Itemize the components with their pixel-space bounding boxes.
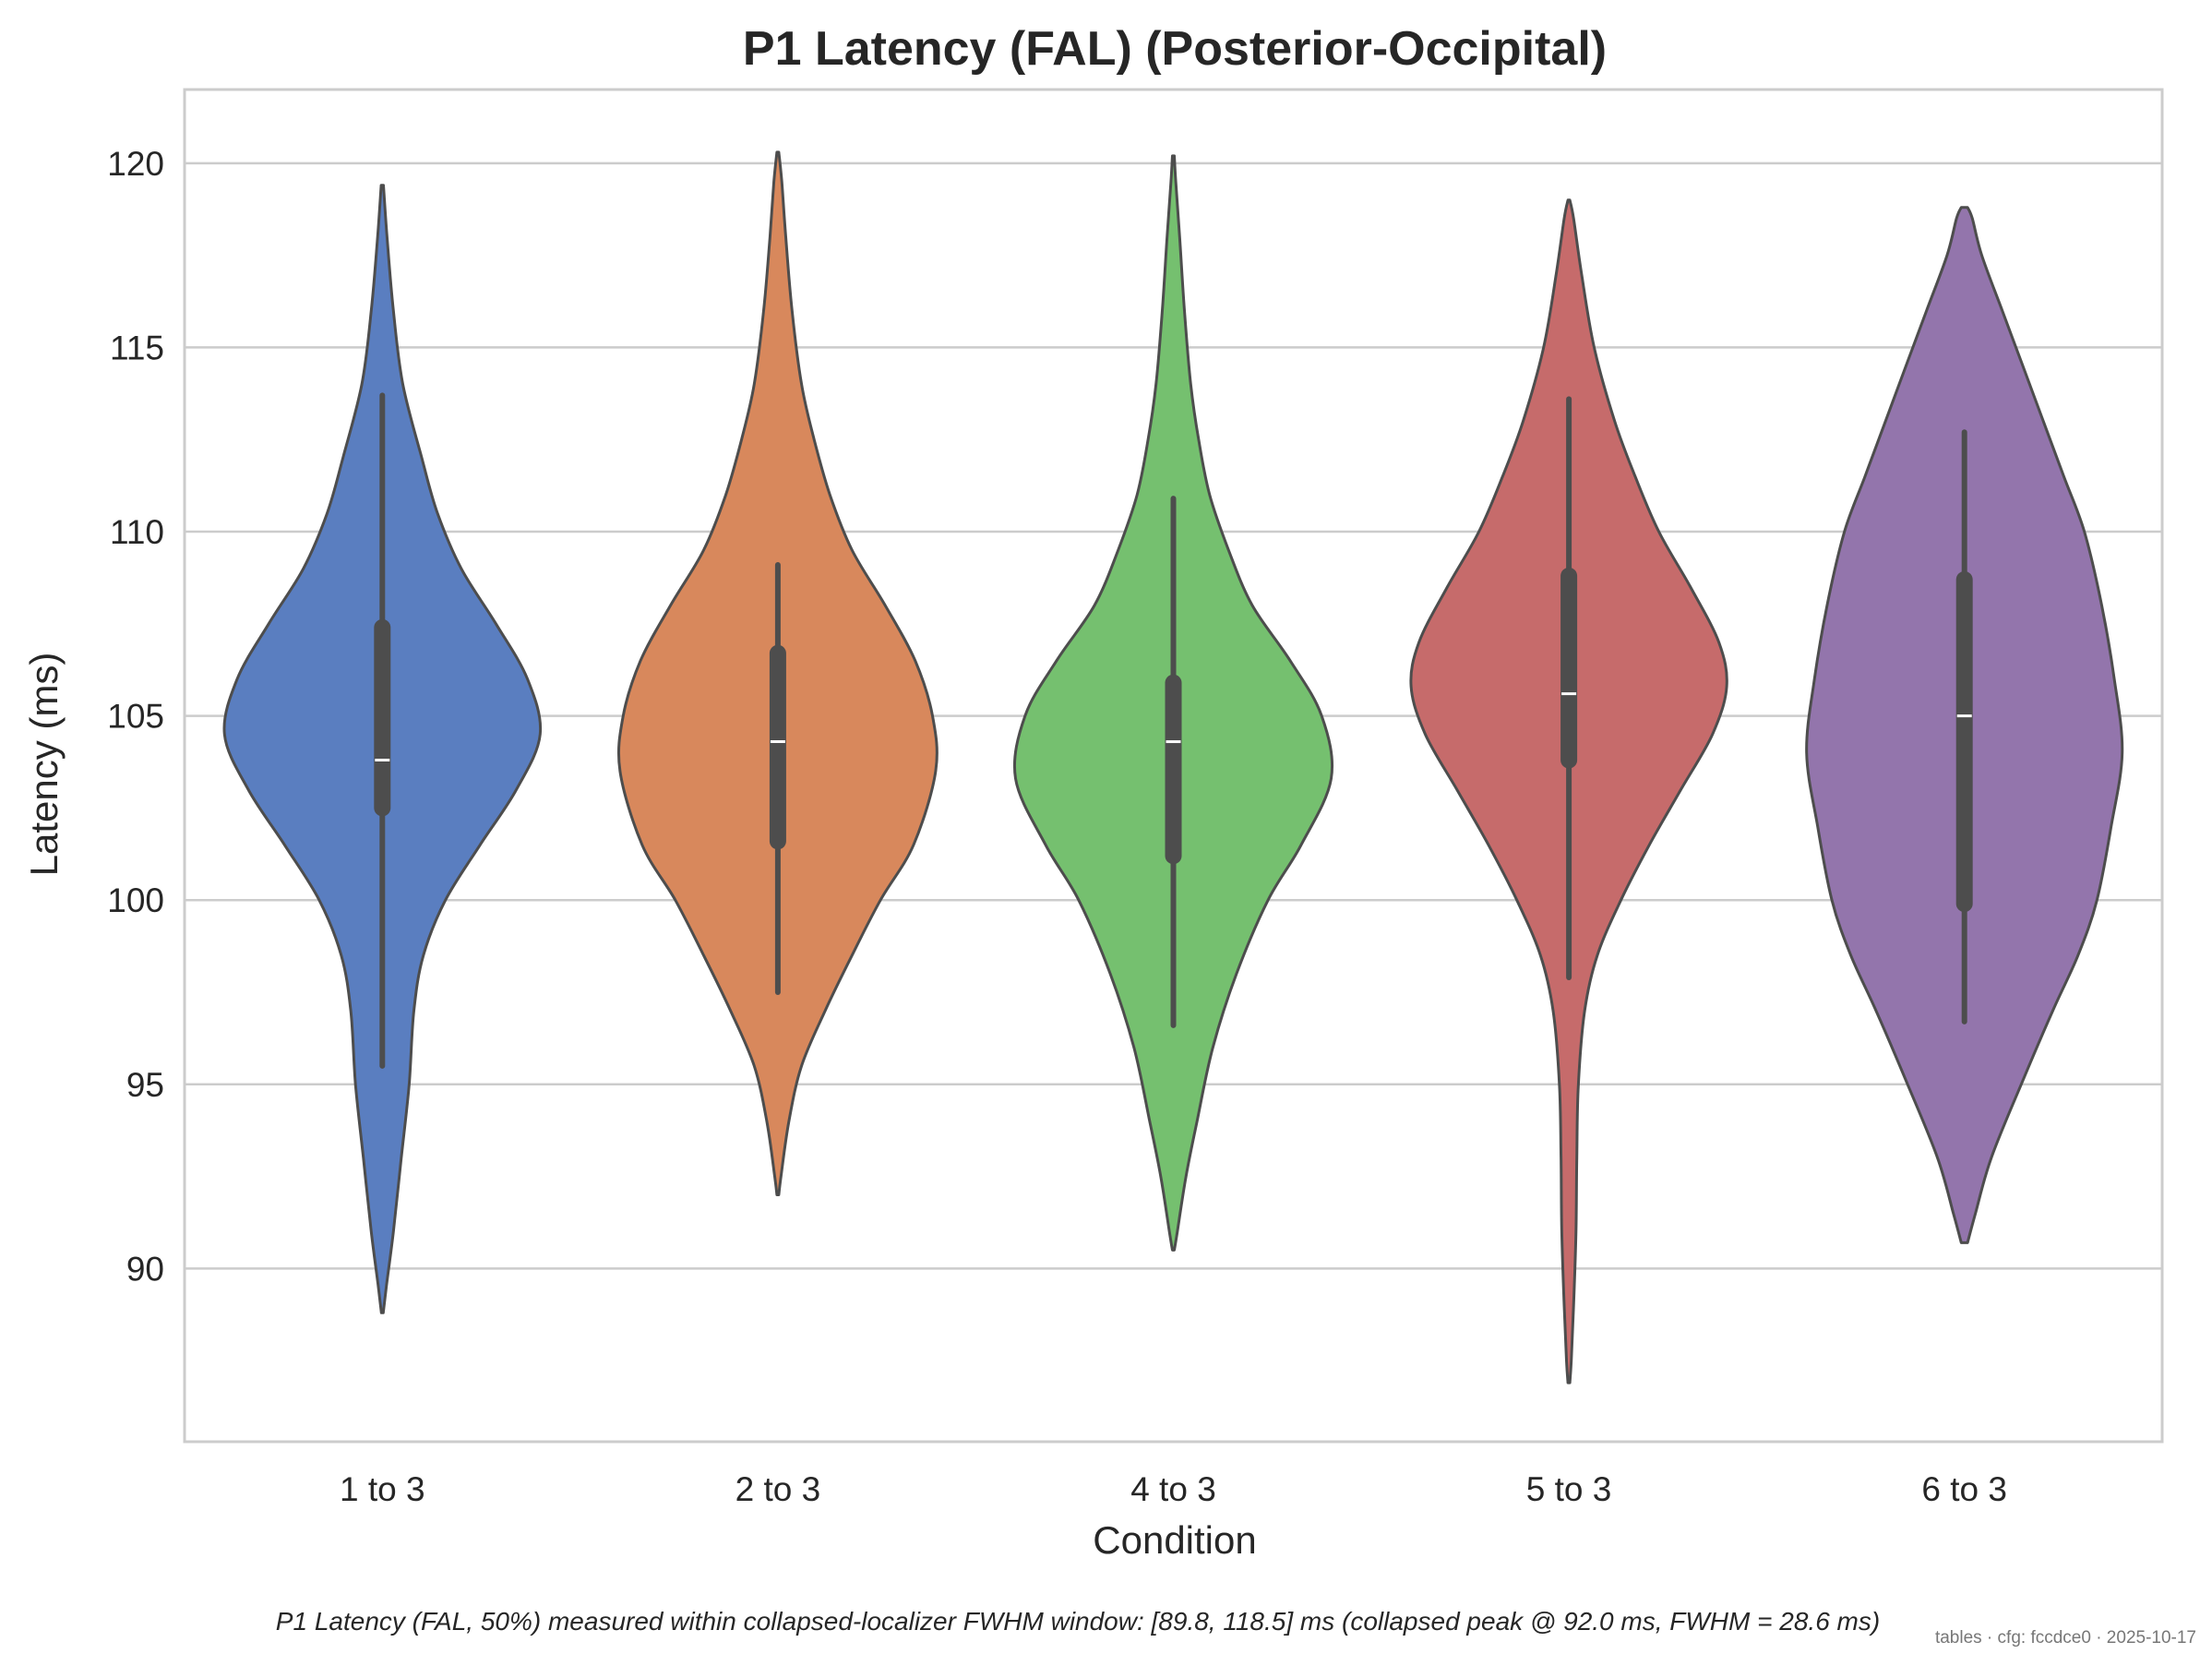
footer-stamp: tables · cfg: fccdce0 · 2025-10-17 xyxy=(1935,1628,2196,1648)
violin-6-to-3 xyxy=(1805,206,2124,1244)
y-tick-label: 110 xyxy=(110,513,164,551)
x-tick-label: 6 to 3 xyxy=(1921,1470,2007,1508)
y-tick-label: 95 xyxy=(126,1066,164,1104)
y-tick-label: 105 xyxy=(107,698,164,736)
violins xyxy=(222,150,2124,1384)
x-tick-label: 2 to 3 xyxy=(735,1470,821,1508)
x-tick-label: 1 to 3 xyxy=(340,1470,425,1508)
x-tick-label: 5 to 3 xyxy=(1526,1470,1612,1508)
violin-1-to-3 xyxy=(222,184,543,1314)
x-axis-label: Condition xyxy=(1093,1518,1256,1562)
plot-frame xyxy=(183,88,2164,1444)
violin-5-to-3 xyxy=(1409,198,1728,1384)
chart-title: P1 Latency (FAL) (Posterior-Occipital) xyxy=(743,22,1607,76)
y-tick-label: 90 xyxy=(126,1250,164,1288)
y-axis-label: Latency (ms) xyxy=(22,653,66,877)
violin-2-to-3 xyxy=(616,150,939,1196)
violin-4-to-3 xyxy=(1012,154,1334,1252)
tick-labels: 90 95 100 105 110 115 120 1 to 3 2 to 3 4 to 3 5 t… xyxy=(107,145,2007,1508)
x-tick-label: 4 to 3 xyxy=(1130,1470,1216,1508)
y-tick-label: 120 xyxy=(107,145,164,183)
y-tick-label: 115 xyxy=(110,329,164,366)
y-tick-label: 100 xyxy=(107,881,164,919)
figure-caption: P1 Latency (FAL, 50%) measured within co… xyxy=(276,1607,1880,1636)
